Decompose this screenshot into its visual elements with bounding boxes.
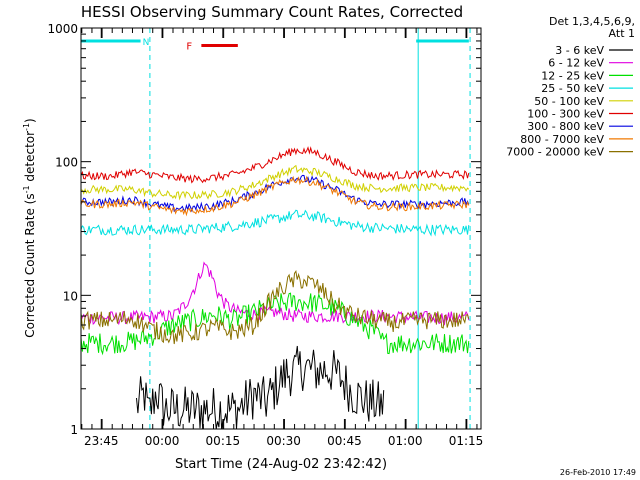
series-line-6 (80, 146, 470, 184)
footer-date: 26-Feb-2010 17:49 (560, 468, 636, 477)
y-axis-label-end: ) (23, 118, 37, 123)
series-line-8 (80, 175, 470, 217)
y-axis-label-sup2: -1 (22, 123, 31, 131)
legend-header-line-1: Det 1,3,4,5,6,9, (549, 15, 635, 28)
series-line-9 (80, 269, 470, 345)
legend-label-6: 100 - 300 keV (527, 108, 604, 121)
y-axis-label-mid: detector (23, 131, 37, 186)
legend-label-8: 800 - 7000 keV (520, 133, 604, 146)
legend-label-3: 12 - 25 keV (541, 69, 604, 82)
y-tick-label-1000: 1000 (47, 22, 78, 36)
series-group (80, 146, 470, 430)
legend-label-4: 25 - 50 keV (541, 82, 604, 95)
x-tick-label-00:15: 00:15 (206, 434, 241, 448)
y-axis-label: Corrected Count Rate (s-1 detector-1) (22, 118, 37, 337)
x-axis-label: Start Time (24-Aug-02 23:42:42) (175, 457, 387, 472)
y-tick-label-100: 100 (55, 156, 78, 170)
series-line-1 (136, 345, 385, 430)
night-label: N (143, 38, 150, 48)
series-line-4 (80, 209, 470, 237)
series-line-3 (80, 292, 470, 356)
legend-label-2: 6 - 12 keV (548, 57, 604, 70)
plot-border (80, 27, 482, 430)
x-tick-label-00:00: 00:00 (145, 434, 180, 448)
series-line-7 (80, 174, 470, 213)
series-line-2 (80, 261, 470, 326)
legend-header-line-2: Att 1 (609, 27, 635, 40)
flare-label: F (186, 41, 192, 52)
x-tick-label-01:00: 01:00 (388, 434, 423, 448)
x-tick-label-23:45: 23:45 (84, 434, 119, 448)
axis-ticks: 1 10 100 1000 23:45 00:00 00:15 00:30 00:45 01:00… (47, 22, 483, 448)
legend-label-1: 3 - 6 keV (555, 44, 604, 57)
x-tick-label-01:15: 01:15 (449, 434, 484, 448)
plot-frame (80, 27, 482, 430)
series-line-5 (80, 164, 470, 201)
y-axis-label-sup1: -1 (22, 185, 31, 193)
legend-label-5: 50 - 100 keV (534, 95, 604, 108)
x-tick-label-00:30: 00:30 (266, 434, 301, 448)
y-tick-label-10: 10 (63, 289, 78, 303)
x-tick-label-00:45: 00:45 (327, 434, 362, 448)
legend-label-7: 300 - 800 keV (527, 120, 604, 133)
y-axis-label-main: Corrected Count Rate (s (23, 193, 37, 337)
legend-label-9: 7000 - 20000 keV (506, 146, 604, 159)
y-tick-label-1: 1 (70, 423, 78, 437)
chart-title: HESSI Observing Summary Count Rates, Cor… (81, 3, 463, 21)
